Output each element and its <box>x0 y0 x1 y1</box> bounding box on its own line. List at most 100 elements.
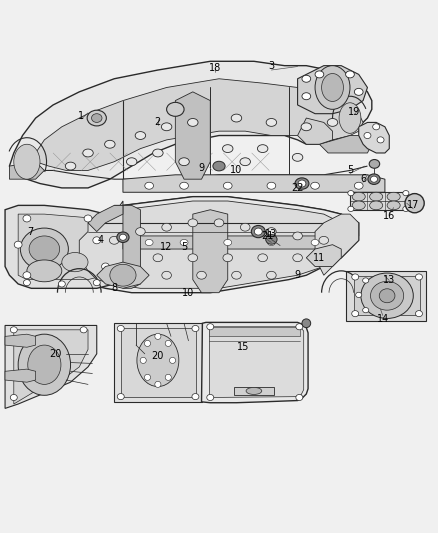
Text: 9: 9 <box>294 270 300 280</box>
Ellipse shape <box>319 236 328 244</box>
Ellipse shape <box>231 114 242 122</box>
Ellipse shape <box>354 182 363 189</box>
Ellipse shape <box>268 239 276 246</box>
Ellipse shape <box>23 272 31 279</box>
Ellipse shape <box>377 137 384 143</box>
Ellipse shape <box>153 254 162 262</box>
Ellipse shape <box>223 182 232 189</box>
Polygon shape <box>5 369 35 382</box>
Ellipse shape <box>93 237 101 244</box>
Ellipse shape <box>302 319 311 328</box>
Text: 1: 1 <box>78 111 85 121</box>
Ellipse shape <box>379 289 395 303</box>
Ellipse shape <box>223 144 233 152</box>
Ellipse shape <box>267 182 276 189</box>
Ellipse shape <box>387 192 400 201</box>
Ellipse shape <box>352 192 365 201</box>
Polygon shape <box>297 118 332 144</box>
Ellipse shape <box>180 239 188 246</box>
Text: 3: 3 <box>268 61 275 71</box>
Polygon shape <box>201 322 308 403</box>
Ellipse shape <box>298 180 306 187</box>
Ellipse shape <box>352 311 359 317</box>
Polygon shape <box>359 123 389 153</box>
Ellipse shape <box>293 254 302 262</box>
Ellipse shape <box>363 278 369 283</box>
Text: 2: 2 <box>155 117 161 127</box>
Ellipse shape <box>223 254 233 262</box>
Ellipse shape <box>136 228 145 236</box>
Ellipse shape <box>166 102 184 116</box>
Ellipse shape <box>58 281 65 287</box>
Text: 10: 10 <box>230 165 243 175</box>
Ellipse shape <box>370 201 383 210</box>
Ellipse shape <box>140 357 146 364</box>
Ellipse shape <box>251 225 265 238</box>
Text: 5: 5 <box>181 242 187 252</box>
Text: 12: 12 <box>160 242 173 252</box>
Ellipse shape <box>145 341 151 346</box>
Ellipse shape <box>356 292 362 297</box>
Ellipse shape <box>188 219 198 227</box>
Ellipse shape <box>165 341 171 346</box>
Polygon shape <box>18 214 114 280</box>
Ellipse shape <box>266 118 277 126</box>
Ellipse shape <box>20 228 68 270</box>
Ellipse shape <box>348 206 354 212</box>
Ellipse shape <box>258 254 268 262</box>
Ellipse shape <box>240 158 251 166</box>
Ellipse shape <box>213 161 225 171</box>
Polygon shape <box>62 197 359 293</box>
Text: 20: 20 <box>49 349 61 359</box>
Text: 21: 21 <box>261 231 273 241</box>
Ellipse shape <box>161 123 172 131</box>
Polygon shape <box>97 262 149 288</box>
Ellipse shape <box>187 118 198 126</box>
Ellipse shape <box>27 260 62 282</box>
Ellipse shape <box>368 174 380 184</box>
Polygon shape <box>88 205 123 231</box>
Text: 11: 11 <box>313 253 325 263</box>
Polygon shape <box>123 236 350 249</box>
Ellipse shape <box>152 149 163 157</box>
Ellipse shape <box>346 71 354 78</box>
Ellipse shape <box>28 345 61 384</box>
Ellipse shape <box>110 264 136 286</box>
Ellipse shape <box>405 193 424 213</box>
Ellipse shape <box>370 192 383 201</box>
Ellipse shape <box>207 324 214 330</box>
Polygon shape <box>234 386 274 395</box>
Text: 20: 20 <box>152 351 164 361</box>
Ellipse shape <box>117 326 124 332</box>
Ellipse shape <box>416 274 423 280</box>
Ellipse shape <box>137 334 179 386</box>
Ellipse shape <box>403 206 409 212</box>
Ellipse shape <box>373 124 380 130</box>
Ellipse shape <box>14 241 22 248</box>
Ellipse shape <box>364 133 371 139</box>
Ellipse shape <box>155 381 161 387</box>
Polygon shape <box>209 327 304 398</box>
Ellipse shape <box>11 327 17 333</box>
Ellipse shape <box>363 308 369 313</box>
Text: 9: 9 <box>198 163 205 173</box>
Polygon shape <box>10 161 44 179</box>
Polygon shape <box>306 245 341 266</box>
Polygon shape <box>315 214 359 275</box>
Ellipse shape <box>369 159 380 168</box>
Ellipse shape <box>224 239 232 246</box>
Polygon shape <box>346 271 426 321</box>
Text: 5: 5 <box>347 165 353 175</box>
Ellipse shape <box>188 254 198 262</box>
Ellipse shape <box>162 271 171 279</box>
Ellipse shape <box>135 132 146 140</box>
Text: 15: 15 <box>237 342 249 352</box>
Polygon shape <box>35 79 363 171</box>
Ellipse shape <box>102 263 110 270</box>
Ellipse shape <box>403 190 409 196</box>
Ellipse shape <box>207 394 214 400</box>
Ellipse shape <box>371 176 378 182</box>
Ellipse shape <box>371 281 404 310</box>
Polygon shape <box>5 334 35 348</box>
Ellipse shape <box>315 71 324 78</box>
